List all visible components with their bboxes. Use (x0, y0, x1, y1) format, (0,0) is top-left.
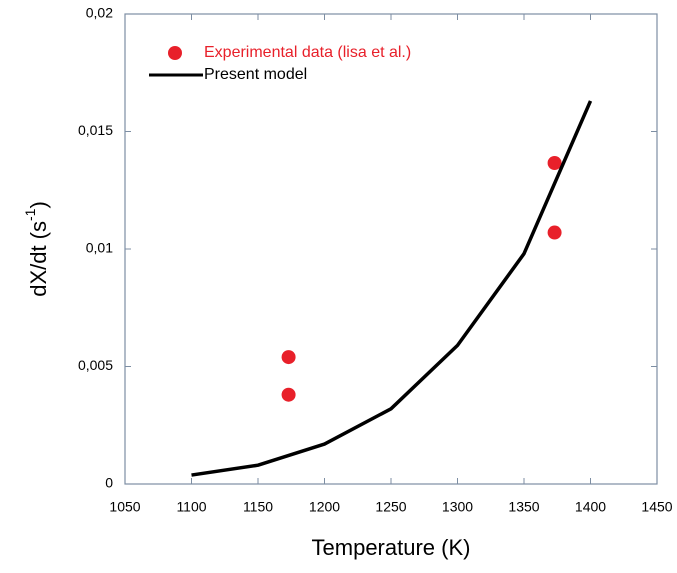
y-tick-label: 0 (105, 475, 113, 491)
x-tick-label: 1450 (641, 499, 672, 515)
x-tick-label: 1100 (176, 499, 206, 515)
x-tick-label: 1400 (575, 499, 606, 515)
y-axis-label: dX/dt (s-1) (22, 201, 51, 297)
x-tick-label: 1200 (309, 499, 340, 515)
x-axis-label: Temperature (K) (312, 535, 471, 560)
x-tick-label: 1300 (442, 499, 473, 515)
x-tick-label: 1150 (243, 499, 273, 515)
legend-label: Present model (204, 66, 307, 83)
data-point (281, 387, 296, 402)
y-tick-label: 0,02 (86, 5, 113, 21)
x-tick-label: 1050 (109, 499, 140, 515)
y-axis-label-exponent: -1 (22, 208, 38, 221)
legend-label: Experimental data (lisa et al.) (204, 44, 411, 61)
y-tick-label: 0,015 (78, 122, 113, 138)
y-axis-label-main: dX/dt (s (26, 221, 51, 297)
y-tick-label: 0,01 (86, 240, 113, 256)
plot-frame (124, 13, 658, 485)
y-axis-label-end: ) (26, 201, 51, 208)
x-tick-label: 1250 (375, 499, 406, 515)
model-line (191, 100, 593, 477)
y-tick-label: 0,005 (78, 357, 113, 373)
data-point (547, 155, 562, 170)
legend-marker (168, 46, 182, 60)
data-point (547, 225, 562, 240)
x-tick-label: 1350 (508, 499, 539, 515)
data-point (281, 350, 296, 365)
